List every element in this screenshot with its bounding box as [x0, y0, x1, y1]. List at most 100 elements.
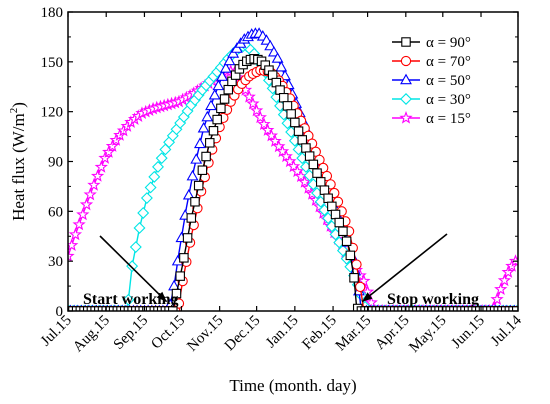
legend-item: α = 70°: [392, 54, 471, 70]
point-marker: [275, 60, 288, 72]
y-axis-title-end: ): [9, 102, 28, 108]
point-marker: [219, 62, 232, 73]
point-marker: [94, 160, 108, 173]
point-marker: [308, 159, 319, 170]
legend-label: α = 15°: [426, 111, 471, 127]
point-marker: [400, 73, 412, 85]
point-marker: [338, 226, 348, 237]
point-marker: [129, 241, 142, 254]
point-marker: [301, 143, 311, 153]
x-tick-label: Oct.15: [148, 313, 188, 353]
point-marker: [312, 168, 322, 178]
point-marker: [186, 213, 197, 223]
point-marker: [208, 88, 221, 100]
y-axis-title-main: Heat flux (W/m: [9, 113, 28, 221]
point-marker: [264, 39, 277, 51]
point-marker: [190, 197, 200, 207]
point-marker: [271, 52, 284, 63]
point-marker: [279, 149, 293, 163]
point-marker: [290, 164, 304, 178]
point-marker: [182, 233, 193, 243]
point-marker: [253, 110, 267, 124]
point-marker: [105, 139, 120, 152]
point-marker: [275, 144, 290, 158]
point-marker: [208, 126, 219, 136]
legend-label: α = 70°: [426, 54, 471, 70]
point-marker: [401, 37, 411, 47]
x-tick-label: Jan.15: [263, 313, 302, 352]
point-marker: [349, 273, 359, 283]
point-marker: [72, 217, 86, 231]
annotation-start-working: Start working: [83, 291, 179, 308]
x-tick-label: May.15: [406, 313, 449, 356]
point-marker: [98, 151, 112, 164]
point-marker: [212, 79, 225, 91]
point-marker: [334, 217, 344, 228]
point-marker: [283, 154, 297, 168]
point-marker: [219, 94, 230, 104]
point-marker: [76, 207, 90, 221]
point-marker: [102, 145, 116, 158]
point-marker: [193, 180, 204, 191]
point-marker: [186, 169, 199, 181]
point-marker: [336, 244, 349, 257]
x-tick-label: Feb.15: [299, 313, 339, 353]
point-marker: [201, 110, 214, 122]
x-tick-label: Jun.15: [449, 313, 488, 352]
y-tick-label: 90: [48, 155, 63, 171]
legend-label: α = 90°: [426, 35, 471, 51]
point-marker: [286, 159, 301, 173]
point-marker: [242, 89, 256, 103]
arrow-shaft: [361, 233, 448, 303]
point-marker: [494, 282, 508, 296]
point-marker: [87, 178, 101, 191]
point-marker: [319, 185, 330, 195]
point-marker: [171, 288, 182, 299]
point-marker: [148, 170, 161, 183]
point-marker: [304, 151, 315, 161]
point-marker: [399, 111, 413, 124]
point-marker: [267, 45, 280, 57]
point-marker: [286, 109, 296, 119]
point-marker: [193, 137, 206, 149]
point-marker: [364, 295, 378, 309]
x-axis-title: Time (month. day): [229, 376, 356, 395]
arrow-stop-working: [361, 233, 448, 303]
point-marker: [290, 117, 300, 128]
y-tick-label: 60: [48, 204, 63, 220]
point-marker: [297, 135, 307, 145]
point-marker: [79, 197, 94, 211]
point-marker: [497, 273, 512, 287]
point-marker: [400, 55, 412, 67]
x-tick-label: Nov.15: [184, 313, 226, 355]
point-marker: [155, 152, 168, 165]
x-tick-label: Sep.15: [111, 313, 151, 353]
y-axis-title: Heat flux (W/m2): [8, 102, 28, 221]
point-marker: [126, 260, 139, 273]
y-tick-label: 150: [41, 55, 64, 71]
legend-item: α = 30°: [392, 92, 471, 108]
point-marker: [355, 281, 366, 293]
point-marker: [152, 160, 164, 173]
point-marker: [197, 165, 208, 175]
point-marker: [140, 192, 153, 205]
point-marker: [345, 250, 356, 261]
point-marker: [201, 151, 211, 162]
point-marker: [205, 138, 215, 148]
point-marker: [175, 271, 185, 281]
point-marker: [341, 236, 352, 246]
point-marker: [223, 54, 236, 66]
annotations: Start working Stop working: [83, 233, 479, 308]
point-marker: [68, 249, 75, 262]
point-marker: [68, 227, 83, 241]
point-marker: [68, 238, 79, 252]
point-marker: [122, 293, 135, 306]
point-marker: [264, 128, 279, 142]
x-tick-label: Aug.15: [70, 313, 113, 356]
point-marker: [182, 188, 195, 200]
point-marker: [216, 103, 226, 114]
plot-series: [68, 27, 518, 311]
point-marker: [282, 101, 293, 111]
point-marker: [90, 169, 105, 182]
